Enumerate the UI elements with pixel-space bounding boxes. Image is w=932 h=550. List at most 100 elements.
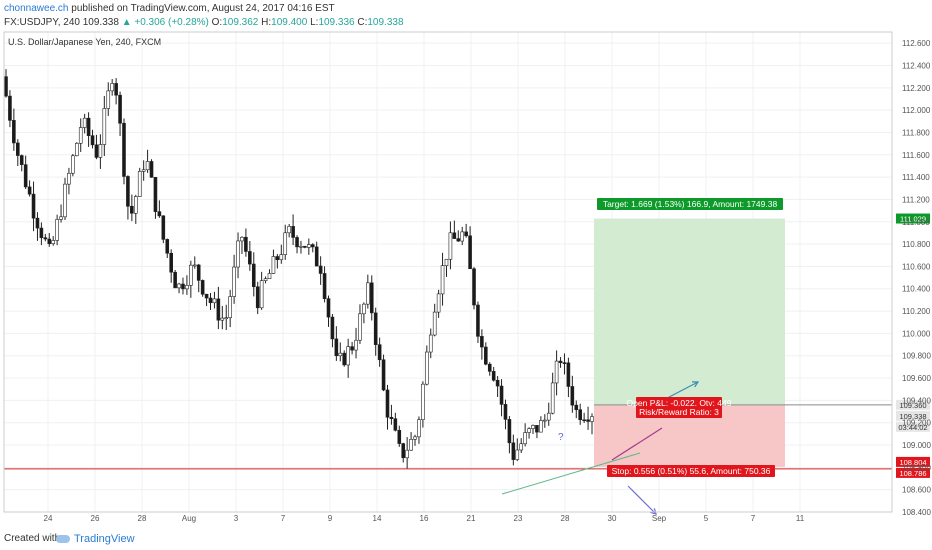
candle-down [401,443,406,459]
candle-up [232,266,236,297]
y-tick-label: 110.800 [902,240,931,249]
candle-down [582,419,586,422]
candle-up [98,144,103,158]
chart-title: U.S. Dollar/Japanese Yen, 240, FXCM [8,37,161,47]
candle-up [543,419,547,422]
candle-up [106,90,111,109]
target-label-box [597,198,783,210]
candle-up [546,412,551,421]
candle-down [385,389,390,418]
candle-up [590,416,594,422]
candle-up [67,172,71,185]
candle-up [220,317,225,321]
candle-up [554,360,559,384]
low-label: L: [310,17,319,28]
candle-up [228,296,232,319]
created-with-text: Created with [4,533,61,544]
candle-down [314,246,319,267]
candle-down [169,252,173,273]
y-tick-label: 108.800 [902,463,931,472]
candle-down [342,352,347,366]
footer: Created with TradingView [0,528,932,550]
y-tick-label: 109.400 [902,396,931,405]
tradingview-logo[interactable]: TradingView [56,528,135,550]
axes: 112.600 112.400 112.200 112.000 111.800 111.6… [3,31,931,523]
author-link[interactable]: chonnawee.ch [4,3,69,14]
publish-line: chonnawee.ch published on TradingView.co… [4,2,335,15]
candle-down [248,251,252,265]
candle-down [94,144,99,158]
candle-down [558,360,563,363]
candle-up [51,240,55,245]
candle-down [251,263,256,288]
candle-up [141,169,146,172]
arrow-down-head [650,508,657,515]
candle-up [279,254,284,261]
candle-up [110,83,114,92]
candle-down [562,362,567,364]
candle-up [346,346,350,366]
x-tick-label: 21 [467,514,476,523]
candle-down [377,344,382,361]
candle-down [389,416,394,420]
candle-up [240,236,244,242]
candle-up [432,311,437,336]
candle-down [23,164,28,188]
candle-up [436,293,441,313]
y-tick-label: 112.200 [902,84,931,93]
candle-down [165,239,170,254]
price-tag: 03:44:02 [898,423,927,432]
candle-up [78,127,83,144]
candle-up [523,432,527,445]
y-tick-label: 111.600 [902,151,930,160]
price-tag: 111.029 [900,215,926,224]
x-tick-label: 7 [751,514,756,523]
y-tick-label: 109.000 [902,441,931,450]
price-chart[interactable]: ? Target: 1.669 (1.53%) 166.9, Amount: 1… [0,30,932,526]
candle-up [82,117,87,128]
candle-down [507,419,512,444]
open-label: O: [211,17,223,28]
chart-header: chonnawee.ch published on TradingView.co… [0,0,932,30]
candle-down [578,409,583,421]
candle-up [366,282,370,305]
candle-up [527,428,531,433]
x-tick-label: 14 [373,514,382,523]
candle-down [318,265,323,274]
y-tick-label: 111.800 [902,128,930,137]
candle-up [55,219,59,241]
candle-down [39,227,44,238]
x-tick-label: Aug [182,514,196,523]
candle-up [145,161,150,171]
candle-up [428,334,433,353]
price-tag-box [896,467,930,478]
candle-down [574,404,579,411]
y-tick-label: 111.000 [902,218,930,227]
y-tick-label: 112.000 [902,106,931,115]
candle-down [452,232,457,239]
price-tag: 109.338 [899,412,926,421]
candle-down [326,298,331,318]
candle-up [299,245,303,248]
target-label: Target: 1.669 (1.53%) 166.9, Amount: 174… [603,199,778,209]
low-value: 109.336 [318,17,355,28]
price-tag-box [896,421,930,432]
price-tag: 108.804 [899,458,926,467]
candle-up [417,419,421,438]
candle-up [539,420,543,433]
candle-down [181,283,185,290]
x-tick-label: 30 [608,514,617,523]
candle-up [354,339,358,351]
candle-up [177,283,181,289]
y-tick-label: 109.200 [902,419,931,428]
candle-down [511,442,516,460]
open-pl-label: Open P&L: -0.022, Qty: 449 [627,398,732,408]
y-tick-label: 111.400 [902,173,930,182]
candle-up [271,256,276,274]
x-tick-label: 16 [420,514,429,523]
x-tick-label: 7 [281,514,286,523]
y-tick-label: 110.200 [902,307,931,316]
candle-down [35,217,40,229]
candle-up [362,303,366,315]
candle-down [487,363,492,372]
